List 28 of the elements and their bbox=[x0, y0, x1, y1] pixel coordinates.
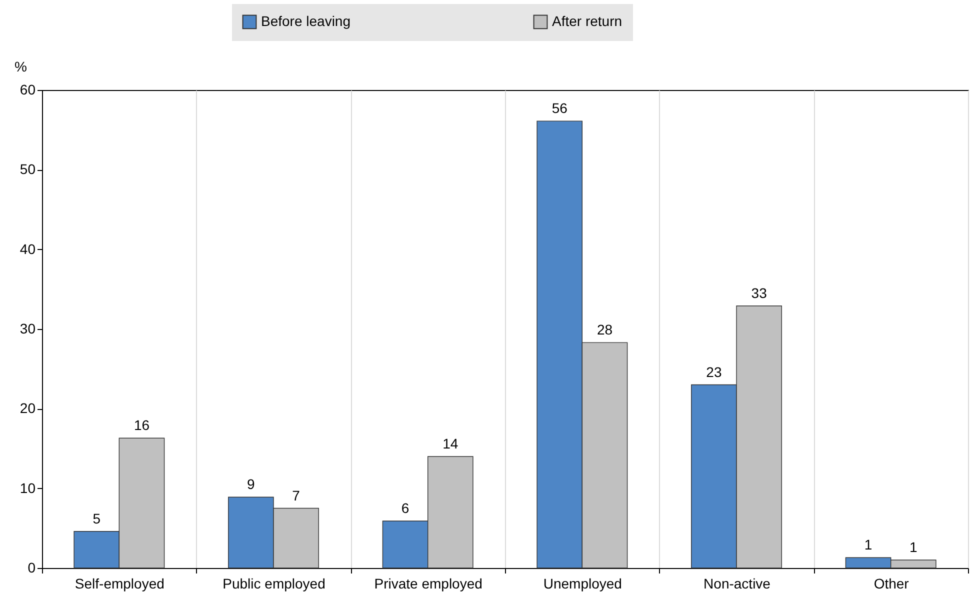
y-tick-label: 40 bbox=[20, 240, 36, 257]
x-tick-label: Unemployed bbox=[543, 576, 622, 592]
data-label: 28 bbox=[596, 322, 613, 338]
data-label: 16 bbox=[134, 417, 150, 434]
data-label: 1 bbox=[864, 536, 872, 553]
data-label: 7 bbox=[292, 487, 300, 504]
x-tick-label: Public employed bbox=[222, 576, 326, 592]
data-label: 23 bbox=[706, 364, 722, 380]
legend-label: After return bbox=[552, 12, 622, 29]
data-label: 14 bbox=[442, 435, 458, 452]
data-label: 56 bbox=[552, 100, 568, 116]
data-label: 1 bbox=[910, 539, 918, 556]
x-tick-label: Non-active bbox=[704, 576, 771, 592]
y-tick-label: 10 bbox=[20, 480, 36, 496]
data-label: 5 bbox=[92, 510, 101, 526]
y-axis-title: % bbox=[14, 58, 27, 74]
y-tick-label: 60 bbox=[20, 82, 36, 98]
x-tick-label: Private employed bbox=[374, 576, 482, 592]
y-tick-label: 0 bbox=[28, 560, 36, 576]
data-label: 33 bbox=[751, 284, 768, 301]
data-label: 9 bbox=[247, 476, 256, 492]
legend-label: Before leaving bbox=[261, 12, 351, 29]
data-label: 6 bbox=[401, 500, 410, 516]
y-tick-label: 50 bbox=[20, 161, 36, 178]
y-tick-label: 20 bbox=[20, 400, 36, 416]
x-tick-label: Other bbox=[874, 576, 910, 592]
y-tick-label: 30 bbox=[20, 320, 36, 336]
x-tick-label: Self-employed bbox=[74, 576, 164, 592]
